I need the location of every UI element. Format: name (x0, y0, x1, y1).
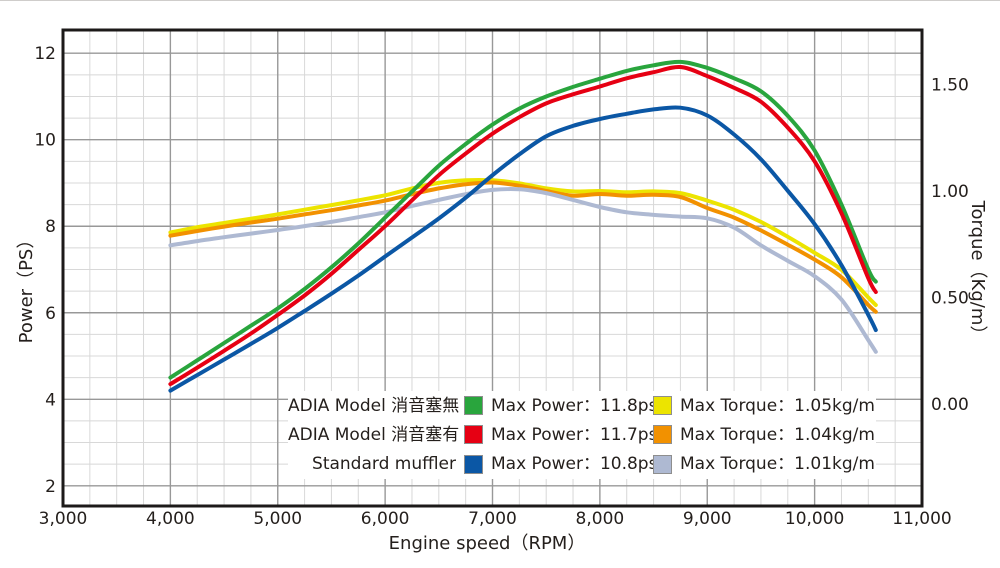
curve-torque-adia-open (168, 178, 878, 307)
legend-series-name: ADIA Model 消音塞無 (288, 395, 460, 416)
page-top-divider (0, 0, 1000, 1)
power-swatch-green-icon (464, 396, 483, 416)
legend-max-torque: Max Torque：1.01kg/m (680, 454, 875, 475)
legend-row-adia-open: ADIA Model 消音塞無 Max Power：11.8ps Max Tor… (288, 392, 876, 420)
torque-axis-tick-label: 1.50 (931, 76, 969, 96)
plot-border (61, 28, 924, 508)
torque-axis-title: Torque（Kg/m） (967, 200, 988, 344)
legend-series-name: ADIA Model 消音塞有 (288, 424, 460, 445)
x-axis-tick-label: 3,000 (39, 509, 88, 529)
x-axis-tick-label: 4,000 (146, 509, 195, 529)
curve-torque-standard (168, 187, 878, 354)
x-axis-title: Engine speed（RPM） (389, 533, 586, 554)
power-axis-title: Power（PS） (16, 231, 37, 344)
x-axis-tick-label: 10,000 (785, 509, 844, 529)
power-swatch-blue-icon (464, 454, 483, 474)
legend-max-power: Max Power：11.8ps (491, 395, 658, 416)
power-axis-tick-label: 4 (45, 390, 56, 410)
legend-max-power: Max Power：10.8ps (491, 454, 658, 475)
torque-axis-tick-label: 0.00 (931, 395, 969, 415)
x-axis-tick-label: 11,000 (892, 509, 951, 529)
curve-power-standard (168, 105, 878, 393)
curve-power-adia-closed (168, 64, 878, 387)
torque-swatch-yellow-icon (653, 396, 672, 416)
power-axis-tick-label: 12 (34, 44, 56, 64)
x-axis-tick-label: 6,000 (361, 509, 410, 529)
power-axis-tick-label: 10 (34, 131, 56, 151)
torque-axis-tick-label: 0.50 (931, 289, 969, 309)
power-axis-tick-label: 2 (45, 477, 56, 497)
x-axis-tick-label: 5,000 (253, 509, 302, 529)
power-axis-tick-label: 8 (45, 217, 56, 237)
legend-row-adia-closed: ADIA Model 消音塞有 Max Power：11.7ps Max Tor… (288, 421, 876, 449)
legend-max-torque: Max Torque：1.04kg/m (680, 424, 875, 445)
x-axis-tick-label: 8,000 (576, 509, 625, 529)
legend-max-torque: Max Torque：1.05kg/m (680, 395, 875, 416)
curve-power-adia-open (168, 59, 878, 380)
power-swatch-red-icon (464, 425, 483, 445)
torque-axis-tick-label: 1.00 (931, 182, 969, 202)
legend-row-standard: Standard muffler Max Power：10.8ps Max To… (288, 450, 876, 478)
x-axis-tick-label: 7,000 (468, 509, 517, 529)
curve-torque-adia-closed (168, 180, 878, 314)
legend-series-name: Standard muffler (312, 454, 456, 475)
torque-swatch-orange-icon (653, 425, 672, 445)
x-axis-tick-label: 9,000 (683, 509, 732, 529)
torque-swatch-lightblue-icon (653, 454, 672, 474)
chart-legend: ADIA Model 消音塞無 Max Power：11.8ps Max Tor… (288, 391, 876, 479)
legend-max-power: Max Power：11.7ps (491, 424, 658, 445)
power-axis-tick-label: 6 (45, 304, 56, 324)
